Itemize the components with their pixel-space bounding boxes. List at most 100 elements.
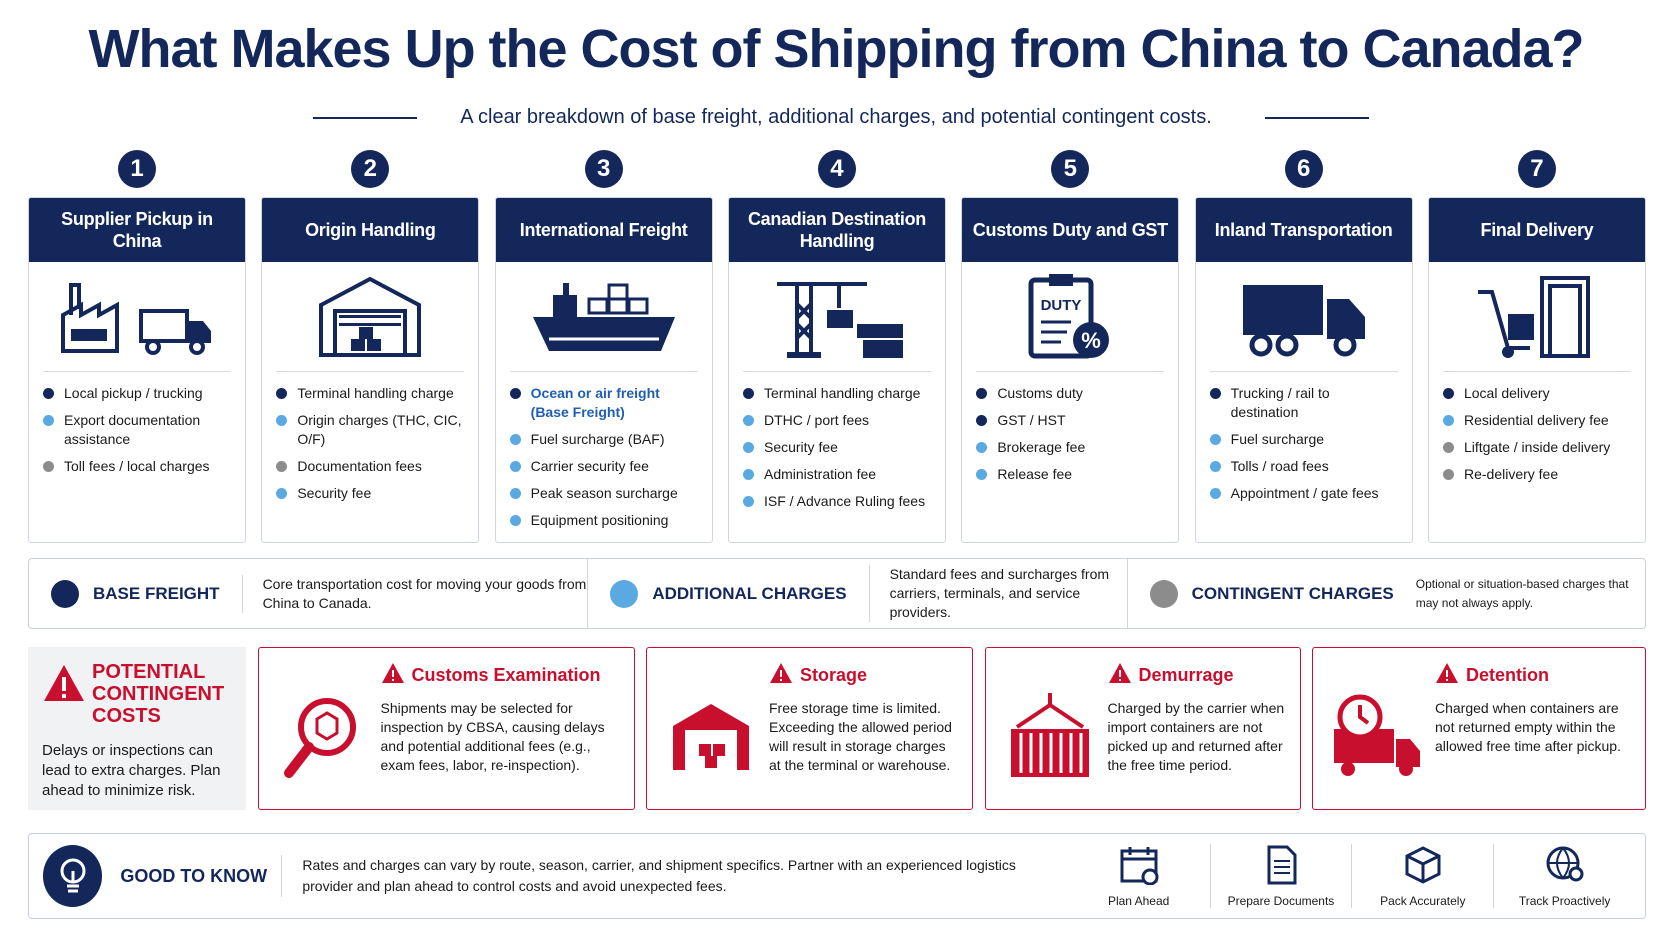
bullet	[43, 388, 54, 399]
step-title: Origin Handling	[262, 198, 479, 262]
icon-shape	[1121, 847, 1156, 861]
step-number: 1	[118, 150, 156, 188]
legend-dot	[610, 579, 639, 608]
item: Terminal handling charge	[276, 384, 466, 403]
item: GST / HST	[976, 411, 1166, 430]
icon-shape	[62, 677, 66, 691]
item-text: Fuel surcharge	[1230, 431, 1325, 447]
cost-icon	[661, 662, 761, 809]
icon-shape	[776, 281, 867, 358]
potential-head: POTENTIAL CONTINGENT COSTS	[42, 661, 232, 727]
bullet	[1209, 488, 1221, 499]
icon-shape	[1341, 761, 1355, 776]
icon-shape	[607, 283, 629, 300]
step-number: 7	[1517, 150, 1556, 188]
bullet	[742, 442, 754, 453]
item: Re-delivery fee	[1442, 465, 1633, 484]
item-text: Security fee	[763, 439, 838, 455]
cost-card: Storage Free storage time is limited. Exc…	[646, 647, 973, 810]
warning-icon	[1435, 662, 1459, 689]
icon-shape	[532, 282, 675, 351]
good-to-know-text: Rates and charges can vary by route, sea…	[281, 855, 1067, 897]
item-text: Local delivery	[1463, 385, 1550, 401]
item: Fuel surcharge (BAF)	[509, 430, 700, 449]
legend-label: BASE FREIGHT	[93, 583, 220, 603]
icon-shape	[139, 308, 189, 343]
bullet	[976, 415, 988, 426]
bullet	[976, 442, 988, 453]
cost-icon	[1000, 662, 1100, 809]
item: DTHC / port fees	[742, 411, 933, 430]
cost-card: Detention Charged when containers are not…	[1312, 647, 1646, 810]
step-card: International Freight Ocean or air freigh…	[494, 197, 713, 543]
icon-shape	[339, 314, 402, 318]
step-icon	[1209, 262, 1398, 372]
icon-shape	[359, 326, 374, 339]
icon-shape	[1405, 846, 1441, 884]
cost-title: Storage	[800, 665, 868, 685]
legend-label: ADDITIONAL CHARGES	[652, 583, 847, 603]
cost-icon	[273, 662, 373, 809]
tip: Pack Accurately	[1351, 844, 1493, 908]
icon-shape	[780, 670, 782, 677]
warning-icon	[769, 662, 793, 689]
icon-shape	[1446, 670, 1448, 677]
item-text: Terminal handling charge	[297, 385, 454, 401]
icon-shape	[1568, 866, 1584, 882]
item-text: Origin charges (THC, CIC, O/F)	[297, 412, 462, 447]
step-title: Supplier Pickup in China	[29, 198, 245, 262]
duty-icon: DUTY%	[1028, 273, 1110, 358]
step-items: Trucking / rail to destination Fuel surch…	[1196, 372, 1412, 503]
bullet	[1442, 415, 1454, 426]
cost-body: Customs Examination Shipments may be sele…	[373, 662, 620, 809]
item-text: Security fee	[297, 485, 372, 501]
item: Terminal handling charge	[742, 384, 933, 403]
icon-shape	[1507, 313, 1534, 340]
cost-head: Detention	[1435, 662, 1631, 689]
item: Equipment positioning	[509, 511, 700, 530]
step-number: 6	[1284, 150, 1323, 188]
bullet	[1442, 442, 1454, 453]
item-text: Appointment / gate fees	[1230, 485, 1379, 501]
step-card: Inland Transportation Trucking / rail to …	[1194, 197, 1413, 543]
item: Local pickup / trucking	[43, 384, 233, 403]
tip-label: Prepare Documents	[1227, 894, 1335, 908]
icon-shape	[1273, 860, 1290, 874]
icon-shape	[1333, 333, 1357, 356]
icon-shape	[319, 276, 422, 357]
icon-shape	[1436, 663, 1458, 683]
cost-card: Demurrage Charged by the carrier when imp…	[984, 647, 1301, 810]
item: ISF / Advance Ruling fees	[742, 492, 933, 511]
step-title: Final Delivery	[1428, 198, 1645, 262]
step-icon	[1442, 262, 1631, 372]
step-number: 3	[584, 150, 623, 188]
step-icon	[742, 262, 931, 372]
potential-intro: POTENTIAL CONTINGENT COSTS Delays or insp…	[28, 647, 246, 810]
icon-shape	[283, 697, 356, 778]
legend-item: CONTINGENT CHARGES Optional or situation-…	[1128, 559, 1645, 628]
item-text: Ocean or air freight (Base Freight)	[530, 385, 660, 420]
item-text: Peak season surcharge	[530, 485, 678, 501]
item-text: Customs duty	[997, 385, 1083, 401]
bullet	[1209, 388, 1221, 399]
tip: Track Proactively	[1493, 844, 1635, 908]
icon-shape	[1242, 284, 1323, 335]
icon-badge: %	[1082, 328, 1102, 353]
cost-head: Storage	[769, 662, 958, 689]
bullet	[976, 388, 988, 399]
item: Documentation fees	[276, 457, 466, 476]
item-text: Liftgate / inside delivery	[1463, 439, 1611, 455]
icon-text: DUTY	[1041, 297, 1082, 314]
bullet	[509, 461, 521, 472]
icon-shape	[1405, 846, 1441, 884]
item-text: GST / HST	[997, 412, 1066, 428]
bullet	[276, 461, 288, 472]
item-text: Brokerage fee	[997, 439, 1086, 455]
icon-shape	[1118, 670, 1121, 677]
icon-shape	[60, 858, 86, 893]
icon-shape	[1501, 345, 1514, 358]
icon-shape	[315, 710, 338, 741]
icon-shape	[826, 309, 853, 328]
bullet	[1209, 461, 1221, 472]
